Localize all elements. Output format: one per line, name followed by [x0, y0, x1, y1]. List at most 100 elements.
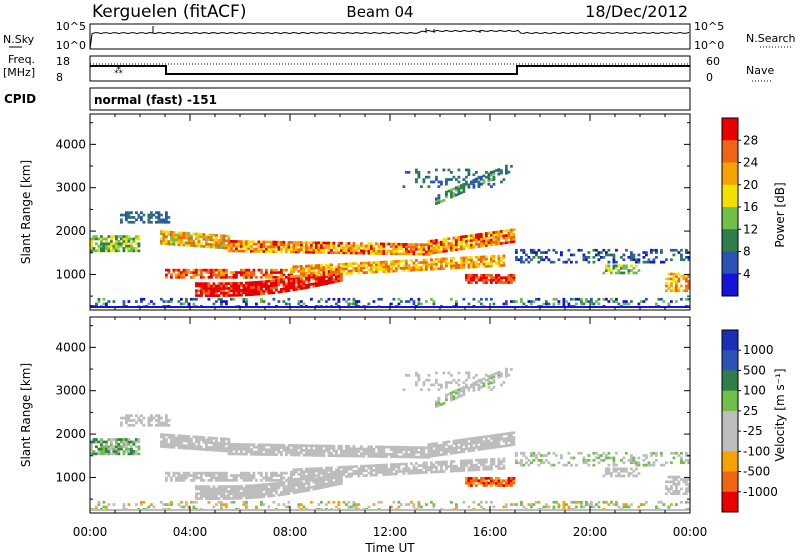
- data-cell: [337, 503, 341, 506]
- data-cell: [492, 381, 496, 384]
- data-cell: [472, 448, 476, 452]
- data-cell: [185, 241, 188, 245]
- data-cell: [297, 287, 301, 291]
- data-cell: [247, 448, 251, 451]
- data-cell: [412, 503, 416, 506]
- data-cell: [207, 245, 211, 249]
- data-cell: [317, 276, 321, 280]
- data-cell: [465, 261, 468, 264]
- data-cell: [305, 246, 308, 249]
- data-cell: [177, 434, 181, 438]
- data-cell: [432, 442, 436, 446]
- data-cell: [295, 477, 298, 481]
- data-cell: [440, 200, 443, 203]
- data-cell: [455, 236, 458, 240]
- data-cell: [502, 437, 506, 441]
- data-cell: [115, 438, 118, 441]
- data-cell: [507, 276, 511, 280]
- data-cell: [392, 262, 396, 266]
- data-cell: [342, 449, 346, 453]
- data-cell: [242, 491, 246, 495]
- data-cell: [465, 244, 468, 248]
- data-cell: [632, 266, 636, 270]
- data-cell: [602, 297, 606, 301]
- data-cell: [370, 242, 373, 246]
- data-cell: [305, 283, 308, 287]
- data-cell: [327, 263, 331, 267]
- data-cell: [157, 218, 161, 222]
- data-cell: [312, 264, 316, 268]
- data-cell: [660, 297, 663, 301]
- data-cell: [412, 455, 416, 459]
- data-cell: [150, 213, 153, 217]
- data-cell: [362, 247, 366, 250]
- data-cell: [672, 490, 676, 493]
- data-cell: [220, 302, 223, 306]
- data-cell: [347, 445, 351, 448]
- data-cell: [450, 178, 453, 181]
- data-cell: [215, 273, 218, 277]
- data-cell: [422, 263, 426, 267]
- data-cell: [300, 444, 303, 447]
- data-cell: [377, 249, 381, 253]
- data-cell: [490, 500, 493, 504]
- data-cell: [270, 482, 273, 486]
- data-cell: [445, 262, 448, 265]
- data-cell: [482, 262, 486, 266]
- data-cell: [402, 462, 406, 466]
- data-cell: [282, 476, 286, 480]
- data-cell: [422, 178, 426, 181]
- data-cell: [327, 246, 331, 250]
- data-cell: [172, 240, 176, 244]
- data-cell: [487, 231, 491, 235]
- data-cell: [460, 443, 463, 447]
- data-cell: [170, 300, 173, 303]
- data-cell: [310, 274, 313, 277]
- data-cell: [540, 454, 543, 457]
- data-cell: [500, 276, 503, 280]
- data-cell: [292, 265, 296, 269]
- data-cell: [170, 233, 173, 236]
- data-cell: [260, 250, 263, 253]
- data-cell: [332, 483, 336, 487]
- data-cell: [210, 287, 213, 290]
- data-cell: [467, 234, 471, 238]
- data-cell: [262, 292, 266, 295]
- data-cell: [210, 474, 213, 477]
- data-cell: [450, 191, 453, 194]
- data-cell: [292, 473, 296, 476]
- data-cell: [452, 266, 456, 270]
- data-cell: [485, 435, 488, 438]
- data-cell: [655, 302, 658, 306]
- data-cell: [220, 490, 223, 493]
- data-cell: [575, 297, 578, 301]
- data-cell: [320, 266, 323, 270]
- data-cell: [480, 278, 483, 282]
- data-cell: [580, 451, 583, 455]
- data-cell: [447, 381, 451, 384]
- data-cell: [297, 274, 301, 278]
- data-cell: [127, 447, 131, 451]
- velocity-data-cells: [90, 367, 691, 511]
- data-cell: [530, 503, 533, 506]
- data-cell: [262, 483, 266, 487]
- data-cell: [115, 242, 118, 246]
- data-cell: [312, 451, 316, 455]
- data-cell: [205, 268, 208, 272]
- data-cell: [370, 261, 373, 265]
- data-cell: [442, 460, 446, 464]
- data-cell: [130, 249, 133, 253]
- data-cell: [407, 245, 411, 249]
- data-cell: [412, 302, 416, 306]
- data-cell: [485, 481, 488, 485]
- data-cell: [442, 450, 446, 454]
- data-cell: [132, 249, 136, 253]
- data-cell: [675, 289, 678, 293]
- data-cell: [400, 252, 403, 256]
- data-cell: [175, 436, 178, 440]
- data-cell: [495, 240, 498, 244]
- data-cell: [92, 452, 96, 456]
- data-cell: [422, 243, 426, 247]
- data-cell: [417, 268, 421, 272]
- data-cell: [97, 440, 101, 444]
